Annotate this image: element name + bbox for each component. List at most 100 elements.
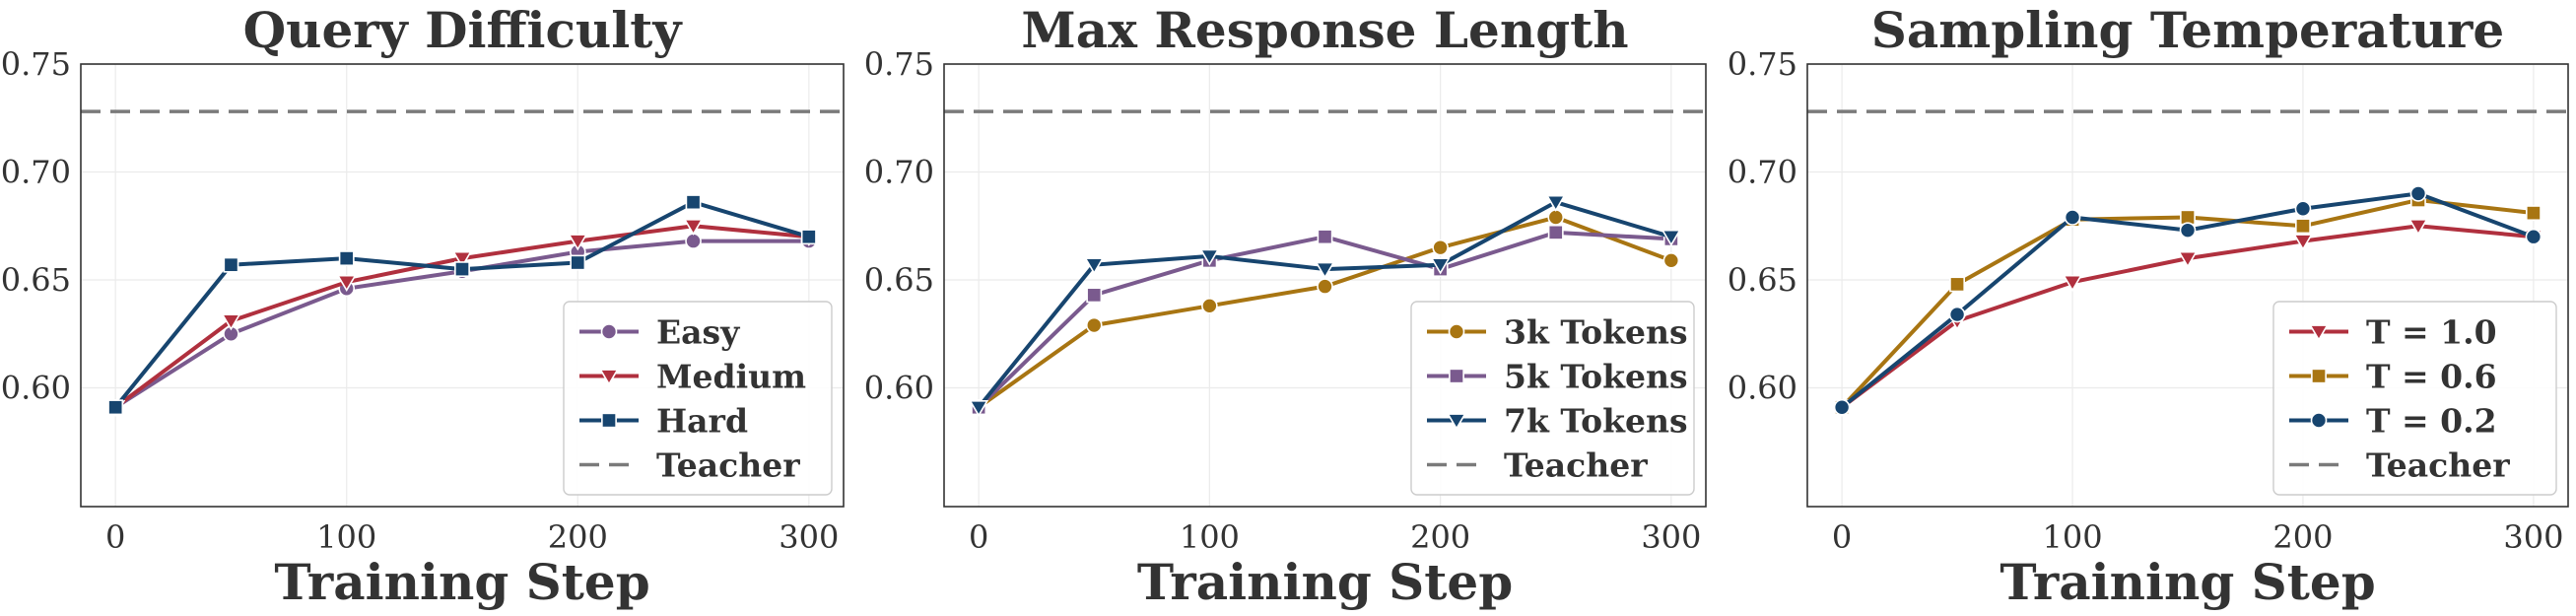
data-point (2292, 234, 2313, 251)
chart-title: Max Response Length (1021, 1, 1628, 59)
y-tick-label: 0.60 (1728, 370, 1797, 407)
data-point (683, 218, 704, 237)
legend-label: 7k Tokens (1504, 402, 1688, 441)
data-point (221, 313, 241, 331)
x-tick-label: 300 (779, 518, 839, 556)
data-point (1662, 252, 1680, 269)
x-tick-label: 0 (1832, 518, 1852, 556)
y-tick-label: 0.65 (864, 261, 934, 299)
legend-label: Teacher (2366, 446, 2510, 485)
x-tick-label: 100 (316, 518, 376, 556)
legend-marker (1449, 368, 1464, 384)
data-point (2177, 250, 2199, 268)
data-point (223, 256, 239, 273)
legend-label: T = 1.0 (2366, 313, 2497, 352)
data-point (1315, 261, 1335, 279)
legend-label: Hard (656, 402, 748, 441)
legend-label: Medium (656, 358, 806, 396)
x-tick-label: 300 (2503, 518, 2563, 556)
data-point (685, 233, 702, 249)
legend-marker (600, 323, 618, 340)
data-point (2064, 209, 2081, 226)
data-point (1085, 316, 1103, 334)
legend-box (563, 301, 833, 496)
legend-box (1410, 301, 1695, 496)
x-tick-label: 200 (2272, 518, 2333, 556)
legend-marker (1446, 413, 1467, 431)
y-tick-label: 0.75 (1728, 45, 1797, 83)
x-axis-label: Training Step (2000, 553, 2375, 611)
plot-frame (80, 63, 845, 508)
data-point (2179, 222, 2197, 239)
data-point (1432, 239, 1449, 256)
data-point (107, 399, 124, 416)
data-point (1833, 398, 1851, 416)
data-point (454, 261, 470, 277)
legend-label: 5k Tokens (1504, 358, 1688, 396)
y-tick-label: 0.65 (1, 261, 71, 299)
x-tick-label: 0 (969, 518, 988, 556)
chart-panel-3: 0 100 200 300 0.60 0.65 0.70 0.75 Sampling Tempe… (1728, 1, 2569, 611)
data-point (1317, 278, 1333, 295)
legend-label: Easy (656, 313, 740, 352)
chart-panel-1: 0 100 200 300 0.60 0.65 0.70 0.75 Query Difficul… (1, 1, 845, 611)
plot-frame (1806, 63, 2569, 508)
x-tick-label: 300 (1641, 518, 1701, 556)
data-point (2294, 200, 2312, 218)
data-point (2063, 274, 2083, 292)
data-point (1430, 257, 1451, 275)
y-tick-label: 0.75 (1, 45, 71, 83)
plot-frame (943, 63, 1707, 508)
legend-marker (598, 369, 620, 386)
legend-marker (2311, 368, 2327, 384)
legend-label: T = 0.6 (2366, 358, 2497, 396)
data-point (800, 229, 817, 245)
data-point (1948, 306, 1966, 323)
y-tick-label: 0.70 (1, 154, 71, 191)
data-point (570, 254, 586, 271)
data-point (1201, 298, 1218, 314)
data-point (1199, 248, 1220, 266)
data-point (1317, 229, 1333, 245)
data-point (1545, 194, 1566, 212)
y-tick-label: 0.75 (864, 45, 934, 83)
data-point (1547, 209, 1565, 226)
data-point (568, 234, 588, 251)
data-point (2525, 205, 2542, 222)
legend: 3k Tokens 5k Tokens 7k Tokens Teacher (1410, 301, 1695, 496)
chart-title: Query Difficulty (243, 1, 684, 59)
y-tick-label: 0.60 (864, 370, 934, 407)
data-point (1661, 229, 1681, 246)
y-tick-label: 0.65 (1728, 261, 1797, 299)
data-point (336, 274, 357, 292)
x-tick-label: 100 (2042, 518, 2102, 556)
data-point (969, 399, 989, 418)
legend: Easy Medium Hard Teacher (563, 301, 833, 496)
x-tick-label: 200 (548, 518, 608, 556)
data-point (451, 250, 473, 268)
legend-marker (601, 412, 617, 429)
data-point (2407, 218, 2428, 237)
chart-panel-2: 0 100 200 300 0.60 0.65 0.70 0.75 Max Response L… (864, 1, 1707, 611)
data-point (1547, 224, 1564, 240)
x-axis-label: Training Step (274, 553, 649, 611)
y-tick-label: 0.70 (1728, 154, 1797, 191)
data-point (1086, 287, 1103, 304)
data-point (338, 250, 355, 267)
data-point (2295, 218, 2311, 235)
legend-box (2272, 301, 2557, 496)
y-tick-label: 0.60 (1, 370, 71, 407)
legend: T = 1.0 T = 0.6 T = 0.2 Teacher (2272, 301, 2557, 496)
y-tick-label: 0.70 (864, 154, 934, 191)
x-tick-label: 200 (1410, 518, 1470, 556)
x-tick-label: 0 (105, 518, 125, 556)
legend-label: T = 0.2 (2366, 402, 2497, 441)
x-tick-label: 100 (1180, 518, 1240, 556)
legend-label: 3k Tokens (1504, 313, 1688, 352)
x-axis-label: Training Step (1137, 553, 1513, 611)
chart-title: Sampling Temperature (1871, 1, 2504, 59)
legend-label: Teacher (1504, 446, 1648, 485)
legend-marker (2308, 324, 2330, 342)
legend-label: Teacher (656, 446, 800, 485)
legend-marker (1448, 323, 1465, 340)
